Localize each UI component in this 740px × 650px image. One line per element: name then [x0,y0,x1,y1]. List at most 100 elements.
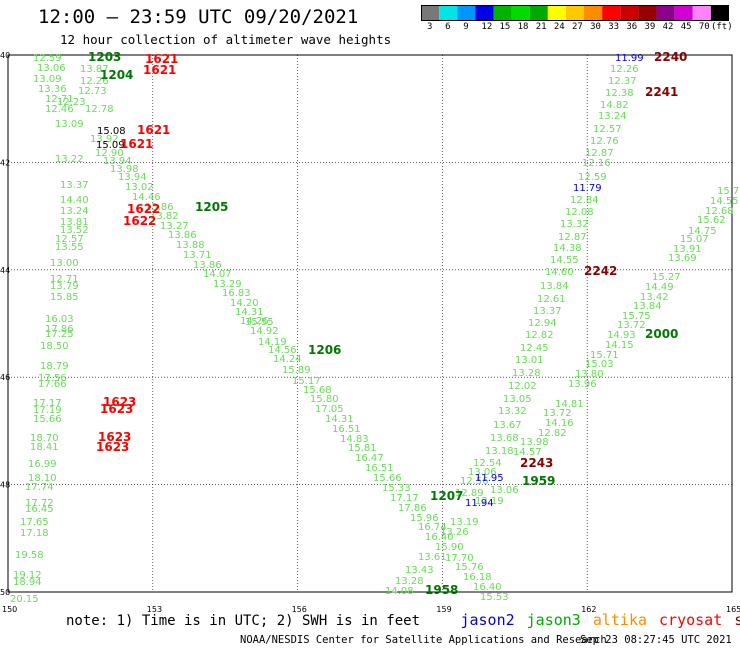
pass-time-label: 1206 [308,343,341,357]
legend-item-s3a: s3a [734,611,740,629]
wave-height-label: 12.54 [473,458,502,469]
wave-height-label: 13.05 [503,394,532,405]
wave-height-label: 14.83 [340,434,369,445]
colorbar-swatch [710,5,729,21]
legend-item-cryosat: cryosat [659,611,723,629]
wave-height-label: 15.96 [410,513,439,524]
wave-height-label: 14.60 [545,267,574,278]
colorbar-label: 21 [535,22,547,32]
wave-height-label: 15.53 [480,592,509,603]
wave-height-label: 14.40 [60,195,89,206]
wave-height-label: 12.59 [33,53,62,64]
wave-height-label: 15.33 [382,483,411,494]
colorbar-swatch [475,5,494,21]
wave-height-label: 12.57 [593,124,622,135]
wave-height-label: 12.59 [578,172,607,183]
pass-time-label: 1622 [127,202,160,216]
wave-height-label: 13.52 [60,225,89,236]
wave-height-label: 13.92 [90,134,119,145]
wave-height-label: 14.93 [607,330,636,341]
wave-height-label: 15.7 [717,186,739,197]
wave-height-label: 13.28 [395,576,424,587]
wave-height-label: 18.79 [40,361,69,372]
pass-time-label: 1203 [88,50,121,64]
wave-height-label: 14.55 [550,255,579,266]
pass-time-label: 1207 [430,489,463,503]
wave-height-label: 11.79 [573,183,602,194]
wave-height-label: 18.41 [30,442,59,453]
wave-height-label: 16.40 [425,532,454,543]
wave-height-label: 19.12 [13,570,42,581]
wave-height-label: 13.42 [640,292,669,303]
wave-height-label: 13.27 [160,221,189,232]
wave-height-label: 13.98 [520,437,549,448]
wave-height-label: 12.71 [50,274,79,285]
wave-height-label: 13.72 [617,320,646,331]
footer-timestamp: Sep 23 08:27:45 UTC 2021 [580,634,732,646]
wave-height-label: 12.78 [85,104,114,115]
wave-height-label: 17.65 [20,517,49,528]
wave-height-label: 14.19 [258,337,287,348]
legend: note: 1) Time is in UTC; 2) SWH is in fe… [66,611,740,629]
wave-height-label: 11.95 [475,473,504,484]
y-tick-label: 44 [0,266,10,275]
wave-height-label: 12.87 [585,148,614,159]
wave-height-label: 15.66 [373,473,402,484]
y-tick-label: 40 [0,51,10,60]
wave-height-label: 17.17 [390,493,419,504]
wave-height-label: 16.47 [355,453,384,464]
wave-height-label: 16.51 [365,463,394,474]
wave-height-label: 13.91 [673,244,702,255]
wave-height-label: 14.07 [203,269,232,280]
wave-height-label: 12.02 [508,381,537,392]
wave-height-label: 13.37 [60,180,89,191]
wave-height-label: 12.82 [538,428,567,439]
wave-height-label: 13.79 [50,281,79,292]
pass-time-label: 1623 [98,430,131,444]
colorbar-swatch [692,5,711,21]
wave-height-label: 12.87 [558,232,587,243]
wave-height-label: 17.19 [33,405,62,416]
wave-height-label: 12.37 [608,76,637,87]
colorbar-label: 6 [445,22,451,32]
wave-height-label: 14.55 [710,196,739,207]
wave-height-label: 13.24 [598,111,627,122]
wave-height-label: 17.18 [20,528,49,539]
wave-height-label: 11.99 [615,53,644,64]
wave-height-label: 15.55 [245,317,274,328]
y-tick-label: 46 [0,373,10,382]
wave-height-label: 14.49 [645,282,674,293]
wave-height-label: 13.88 [176,240,205,251]
wave-height-label: 12.71 [45,94,74,105]
wave-height-label: 14.46 [132,192,161,203]
colorbar-label: 27 [572,22,583,32]
wave-height-label: 13.36 [38,84,67,95]
wave-height-label: 15.75 [622,311,651,322]
pass-time-label: 1621 [137,123,170,137]
wave-height-label: 16.83 [222,288,251,299]
colorbar-label: 24 [553,22,565,32]
wave-height-label: 15.17 [292,376,321,387]
x-tick-label: 150 [2,605,17,614]
wave-height-label: 13.26 [440,527,469,538]
pass-time-label: 1621 [145,52,178,66]
wave-height-label: 12.68 [705,206,734,217]
wave-height-label: 16.99 [28,459,57,470]
wave-height-label: 15.62 [697,215,726,226]
wave-height-label: 12.57 [55,234,84,245]
wave-height-label: 13.72 [543,408,572,419]
wave-height-label: 15.90 [435,542,464,553]
pass-time-label: 1623 [103,395,136,409]
wave-height-label: 13.01 [515,355,544,366]
wave-height-label: 18.50 [40,341,69,352]
legend-note: note: 1) Time is in UTC; 2) SWH is in fe… [66,613,421,629]
legend-item-jason2: jason2 [460,611,515,629]
wave-height-label: 17.70 [445,553,474,564]
colorbar-label: 39 [644,22,656,32]
wave-height-label: 13.98 [110,164,139,175]
pass-time-label: 2240 [654,50,687,64]
wave-height-label: 12.26 [610,64,639,75]
wave-height-label: 15.09 [96,140,125,151]
wave-height-label: 18.70 [30,433,59,444]
wave-height-label: 12.73 [78,86,107,97]
